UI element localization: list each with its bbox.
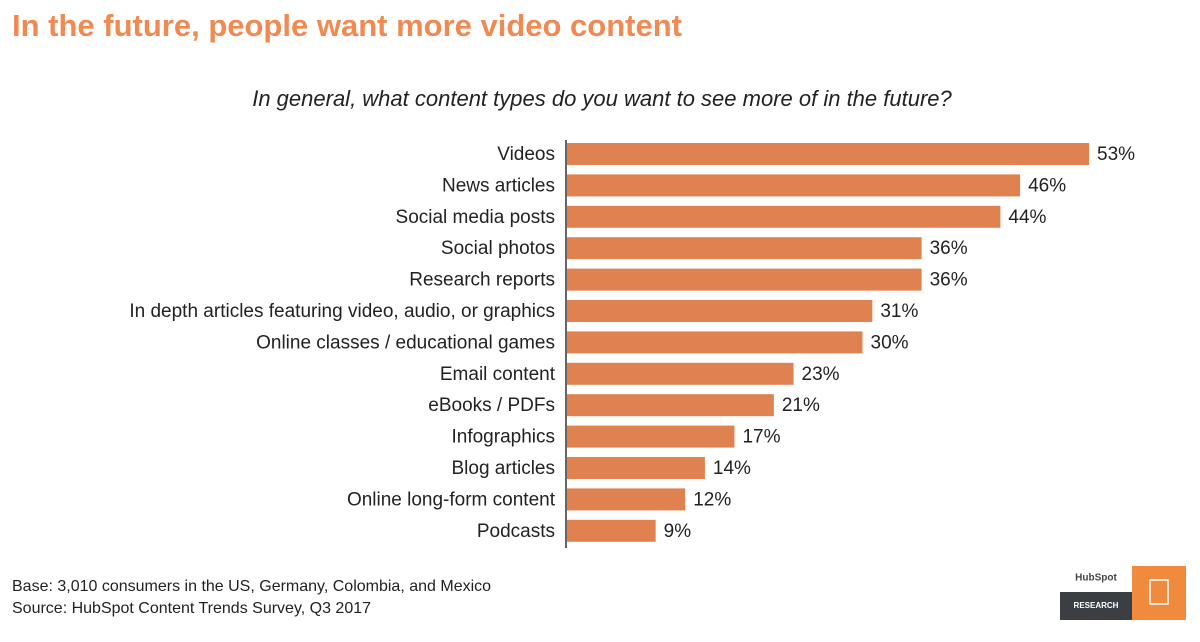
bar [567,519,656,542]
bar [567,300,873,322]
category-label: eBooks / PDFs [428,395,555,416]
value-label: 9% [664,521,692,542]
bar [567,394,774,417]
category-label: In depth articles featuring video, audio… [129,301,555,322]
category-label: Social media posts [396,207,555,228]
value-label: 23% [802,364,840,385]
category-label: Research reports [409,270,555,291]
category-label: Online long-form content [347,489,556,510]
value-label: 36% [930,270,968,291]
value-label: 30% [871,332,909,353]
bar [567,237,922,260]
brand-icon [1149,579,1169,605]
category-label: Infographics [451,427,555,448]
bar [567,488,686,511]
chart-title: In the future, people want more video co… [12,8,682,43]
category-label: Social photos [441,238,555,259]
bar [567,268,922,291]
category-label: Videos [497,144,555,165]
value-label: 36% [930,238,968,259]
value-label: 12% [693,489,731,510]
value-label: 21% [782,395,820,416]
bar [567,362,794,385]
category-label: Email content [440,364,556,385]
category-label: Podcasts [477,521,555,542]
brand-badge [1060,592,1132,620]
value-label: 53% [1097,144,1135,165]
value-label: 14% [713,458,751,479]
bar [567,143,1090,165]
bar [567,425,735,448]
footnote: Source: HubSpot Content Trends Survey, Q… [12,600,371,617]
bar [567,174,1021,197]
value-label: 17% [742,427,780,448]
category-label: Online classes / educational games [256,332,555,353]
value-label: 44% [1008,207,1046,228]
brand-name: HubSpot [1075,573,1117,584]
footnote: Base: 3,010 consumers in the US, Germany… [12,578,491,595]
chart-subtitle: In general, what content types do you wa… [252,86,952,111]
brand-logo [1132,566,1186,620]
brand-label: RESEARCH [1074,601,1119,610]
bar [567,457,705,479]
bar [567,205,1001,228]
bar [567,331,863,354]
category-label: Blog articles [452,458,556,479]
value-label: 31% [880,301,918,322]
value-label: 46% [1028,175,1066,196]
category-label: News articles [442,175,555,196]
